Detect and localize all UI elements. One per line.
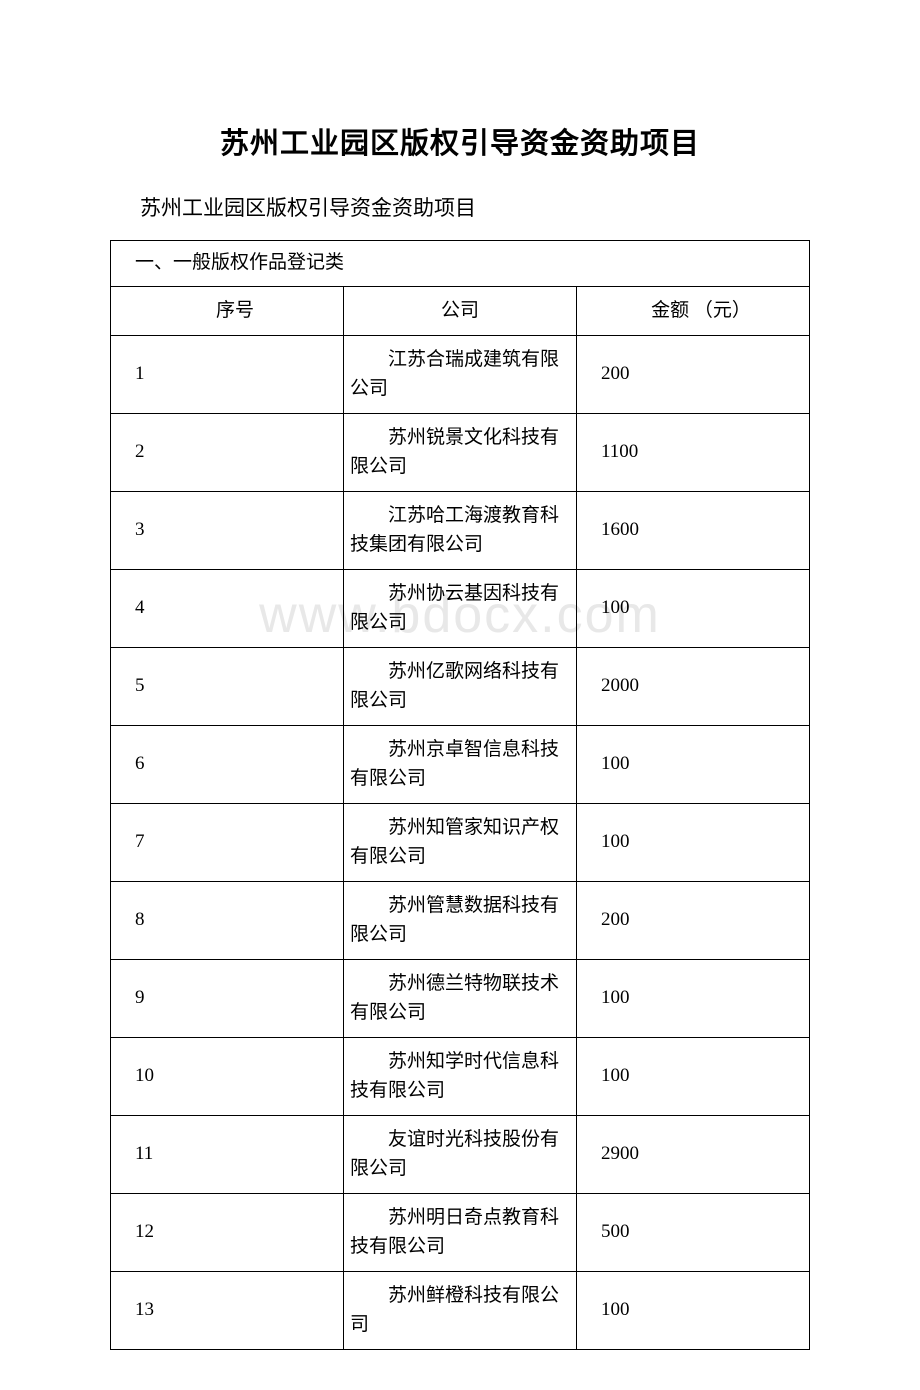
cell-seq: 4 [111,570,344,648]
cell-seq: 3 [111,492,344,570]
cell-amount: 100 [577,1272,810,1350]
table-row: 11友谊时光科技股份有限公司2900 [111,1116,810,1194]
cell-company: 苏州亿歌网络科技有限公司 [344,648,577,726]
funding-table: 一、一般版权作品登记类 序号 公司 金额 （元） 1江苏合瑞成建筑有限公司200… [110,240,810,1350]
cell-amount: 200 [577,882,810,960]
table-row: 12苏州明日奇点教育科技有限公司500 [111,1194,810,1272]
table-header-row: 序号 公司 金额 （元） [111,286,810,336]
cell-company: 苏州明日奇点教育科技有限公司 [344,1194,577,1272]
cell-amount: 500 [577,1194,810,1272]
page-subtitle: 苏州工业园区版权引导资金资助项目 [110,192,810,222]
cell-company: 苏州知学时代信息科技有限公司 [344,1038,577,1116]
cell-seq: 2 [111,414,344,492]
section-title-cell: 一、一般版权作品登记类 [111,241,810,287]
table-row: 2苏州锐景文化科技有限公司1100 [111,414,810,492]
cell-company: 江苏合瑞成建筑有限公司 [344,336,577,414]
cell-seq: 7 [111,804,344,882]
cell-seq: 12 [111,1194,344,1272]
table-row: 1江苏合瑞成建筑有限公司200 [111,336,810,414]
cell-amount: 100 [577,726,810,804]
cell-company: 友谊时光科技股份有限公司 [344,1116,577,1194]
cell-company: 苏州锐景文化科技有限公司 [344,414,577,492]
cell-amount: 100 [577,570,810,648]
cell-amount: 1600 [577,492,810,570]
page-title: 苏州工业园区版权引导资金资助项目 [110,120,810,162]
header-amount: 金额 （元） [577,286,810,336]
table-row: 9苏州德兰特物联技术有限公司100 [111,960,810,1038]
cell-company: 苏州德兰特物联技术有限公司 [344,960,577,1038]
cell-company: 苏州知管家知识产权有限公司 [344,804,577,882]
cell-company: 苏州管慧数据科技有限公司 [344,882,577,960]
header-company: 公司 [344,286,577,336]
cell-seq: 13 [111,1272,344,1350]
table-row: 4苏州协云基因科技有限公司100 [111,570,810,648]
table-row: 6苏州京卓智信息科技有限公司100 [111,726,810,804]
cell-amount: 2000 [577,648,810,726]
cell-amount: 100 [577,804,810,882]
cell-company: 苏州鲜橙科技有限公司 [344,1272,577,1350]
cell-seq: 9 [111,960,344,1038]
header-seq: 序号 [111,286,344,336]
cell-seq: 5 [111,648,344,726]
table-row: 13苏州鲜橙科技有限公司100 [111,1272,810,1350]
cell-amount: 100 [577,1038,810,1116]
cell-company: 江苏哈工海渡教育科技集团有限公司 [344,492,577,570]
table-row: 8苏州管慧数据科技有限公司200 [111,882,810,960]
cell-amount: 1100 [577,414,810,492]
table-row: 5苏州亿歌网络科技有限公司2000 [111,648,810,726]
cell-seq: 8 [111,882,344,960]
cell-amount: 100 [577,960,810,1038]
cell-seq: 10 [111,1038,344,1116]
cell-company: 苏州京卓智信息科技有限公司 [344,726,577,804]
table-row: 7苏州知管家知识产权有限公司100 [111,804,810,882]
cell-company: 苏州协云基因科技有限公司 [344,570,577,648]
cell-seq: 11 [111,1116,344,1194]
table-row: 3江苏哈工海渡教育科技集团有限公司1600 [111,492,810,570]
cell-seq: 6 [111,726,344,804]
cell-amount: 2900 [577,1116,810,1194]
table-row: 10苏州知学时代信息科技有限公司100 [111,1038,810,1116]
cell-amount: 200 [577,336,810,414]
cell-seq: 1 [111,336,344,414]
section-header-row: 一、一般版权作品登记类 [111,241,810,287]
